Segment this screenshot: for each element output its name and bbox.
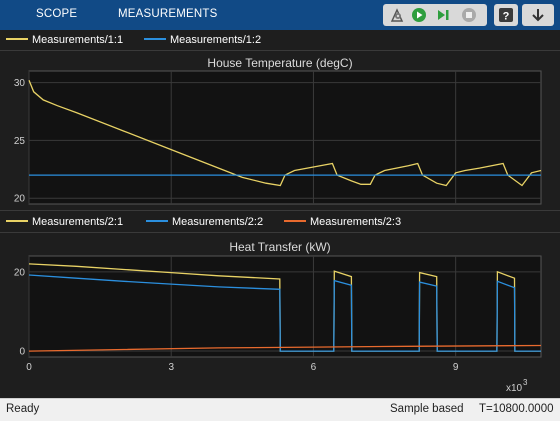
legend-label: Measurements/1:1 bbox=[32, 34, 124, 46]
divider bbox=[0, 210, 560, 211]
x-tick-label: 6 bbox=[311, 362, 317, 373]
y-tick-label: 30 bbox=[14, 78, 26, 89]
series-line bbox=[28, 344, 542, 352]
legend-label: Measurements/2:3 bbox=[310, 216, 402, 228]
legend-swatch bbox=[146, 220, 168, 223]
legend-item[interactable]: Measurements/2:1 bbox=[6, 216, 123, 228]
status-mode: Sample based bbox=[390, 403, 464, 415]
plot1-title: House Temperature (degC) bbox=[207, 56, 353, 70]
legend-swatch bbox=[144, 38, 166, 41]
tab-scope[interactable]: SCOPE bbox=[36, 8, 78, 20]
legend-label: Measurements/2:2 bbox=[172, 216, 264, 228]
legend-item[interactable]: Measurements/1:1 bbox=[6, 34, 123, 46]
temperature-plot[interactable]: 20 25 30 bbox=[0, 70, 560, 210]
help-icon[interactable]: ? bbox=[498, 7, 514, 23]
series-line bbox=[28, 80, 542, 187]
y-tick-label: 20 bbox=[14, 267, 26, 278]
status-ready: Ready bbox=[6, 403, 40, 415]
svg-text:?: ? bbox=[503, 11, 510, 23]
legend-item[interactable]: Measurements/1:2 bbox=[144, 34, 261, 46]
dock-icon[interactable] bbox=[530, 7, 546, 23]
plot2-title: Heat Transfer (kW) bbox=[229, 240, 331, 254]
x-tick-label: 9 bbox=[453, 362, 459, 373]
x-exponent-label: x10 bbox=[506, 383, 523, 394]
tab-measurements[interactable]: MEASUREMENTS bbox=[118, 8, 218, 20]
y-tick-label: 25 bbox=[14, 136, 26, 147]
legend-swatch bbox=[6, 38, 28, 41]
divider bbox=[0, 232, 560, 233]
axes-area bbox=[28, 70, 542, 205]
status-bar: Ready Sample based T=10800.0000 bbox=[0, 398, 560, 421]
stop-icon[interactable] bbox=[461, 7, 477, 23]
divider bbox=[0, 50, 560, 51]
run-icon[interactable] bbox=[411, 7, 427, 23]
series-line bbox=[28, 274, 541, 352]
axes-area bbox=[28, 255, 542, 358]
x-tick-label: 3 bbox=[168, 362, 174, 373]
y-tick-label: 20 bbox=[14, 194, 26, 205]
legend-item[interactable]: Measurements/2:3 bbox=[284, 216, 401, 228]
simulation-controls bbox=[383, 4, 487, 26]
y-tick-label: 0 bbox=[19, 347, 25, 358]
legend-swatch bbox=[284, 220, 306, 223]
legend-top: Measurements/1:1 Measurements/1:2 bbox=[0, 30, 560, 50]
legend-item[interactable]: Measurements/2:2 bbox=[146, 216, 263, 228]
x-exponent-power: 3 bbox=[523, 378, 528, 387]
step-forward-icon[interactable] bbox=[435, 7, 451, 23]
legend-label: Measurements/1:2 bbox=[170, 34, 262, 46]
legend-swatch bbox=[6, 220, 28, 223]
x-tick-label: 0 bbox=[26, 362, 32, 373]
toolstrip: SCOPE MEASUREMENTS ? bbox=[0, 0, 560, 30]
settings-icon[interactable] bbox=[389, 7, 405, 23]
legend-bottom: Measurements/2:1 Measurements/2:2 Measur… bbox=[0, 212, 560, 232]
help-group: ? bbox=[494, 4, 518, 26]
status-time: T=10800.0000 bbox=[479, 403, 554, 415]
dock-group bbox=[522, 4, 554, 26]
legend-label: Measurements/2:1 bbox=[32, 216, 124, 228]
